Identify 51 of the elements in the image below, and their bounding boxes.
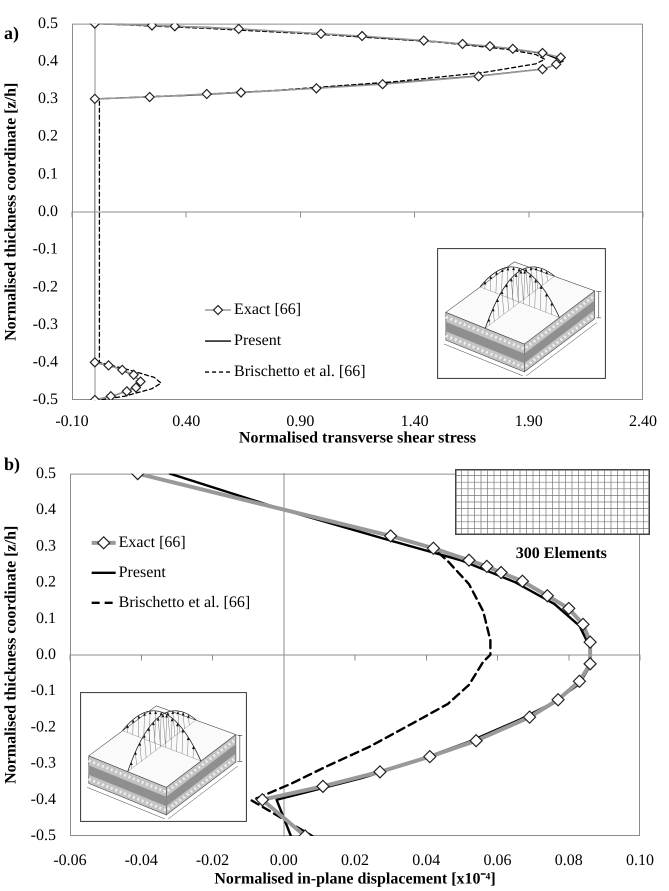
x-axis-title: Normalised in-plane displacement [x10⁻⁴] xyxy=(214,870,496,888)
y-tick-label: -0.2 xyxy=(30,718,56,736)
y-tick-label: 0.0 xyxy=(36,646,56,664)
y-axis-title: Normalised thickness coordinate [z/h] xyxy=(2,82,20,341)
y-tick-label: -0.5 xyxy=(30,827,56,844)
y-tick-label: -0.2 xyxy=(32,278,58,296)
y-axis-title: Normalised thickness coordinate [z/h] xyxy=(2,526,20,784)
x-tick-label: 0.90 xyxy=(286,412,314,430)
y-tick-label: -0.4 xyxy=(30,790,56,808)
x-tick-label: 0.10 xyxy=(626,852,654,869)
y-tick-label: -0.4 xyxy=(32,354,58,371)
x-tick-label: -0.02 xyxy=(196,852,230,869)
y-tick-label: -0.3 xyxy=(30,754,56,772)
legend-label: Brischetto et al. [66] xyxy=(118,594,250,612)
x-tick-label: 1.90 xyxy=(514,412,543,430)
legend-label: Brischetto et al. [66] xyxy=(234,363,366,380)
y-tick-label: 0.4 xyxy=(38,52,58,70)
x-tick-label: 2.40 xyxy=(629,412,657,430)
y-tick-label: 0.5 xyxy=(38,14,58,32)
x-tick-label: 0.08 xyxy=(554,852,583,869)
legend-label: Exact [66] xyxy=(118,534,186,552)
x-tick-label: 0.40 xyxy=(172,412,200,430)
legend-label: Present xyxy=(234,332,282,350)
y-tick-label: 0.1 xyxy=(36,610,56,627)
x-axis-title: Normalised transverse shear stress xyxy=(238,430,476,447)
x-tick-label: -0.04 xyxy=(124,852,158,869)
chart-title: b) xyxy=(4,454,20,474)
y-tick-label: 0.1 xyxy=(38,165,58,182)
x-tick-label: 1.40 xyxy=(400,412,429,430)
legend-label: Exact [66] xyxy=(234,301,302,318)
y-tick-label: 0.2 xyxy=(38,128,58,145)
y-tick-label: 0.4 xyxy=(36,501,56,518)
annotation: 300 Elements xyxy=(516,544,607,562)
y-tick-label: -0.1 xyxy=(30,682,56,700)
x-tick-label: 0.04 xyxy=(412,852,440,869)
x-tick-label: -0.06 xyxy=(53,852,87,869)
y-tick-label: 0.2 xyxy=(36,574,56,591)
y-tick-label: -0.3 xyxy=(32,316,58,333)
x-tick-label: 0.02 xyxy=(341,852,369,869)
legend-label: Present xyxy=(118,564,166,582)
y-tick-label: 0.3 xyxy=(36,537,56,554)
point xyxy=(128,370,139,380)
y-tick-label: 0.3 xyxy=(38,90,58,108)
y-tick-label: -0.5 xyxy=(32,391,58,408)
y-tick-label: 0.0 xyxy=(38,203,58,220)
y-tick-label: -0.1 xyxy=(32,240,58,258)
chart-title: a) xyxy=(4,23,19,43)
x-tick-label: -0.10 xyxy=(55,412,89,430)
y-tick-label: 0.5 xyxy=(36,464,56,482)
x-tick-label: 0.00 xyxy=(270,852,298,869)
x-tick-label: 0.06 xyxy=(484,852,512,869)
